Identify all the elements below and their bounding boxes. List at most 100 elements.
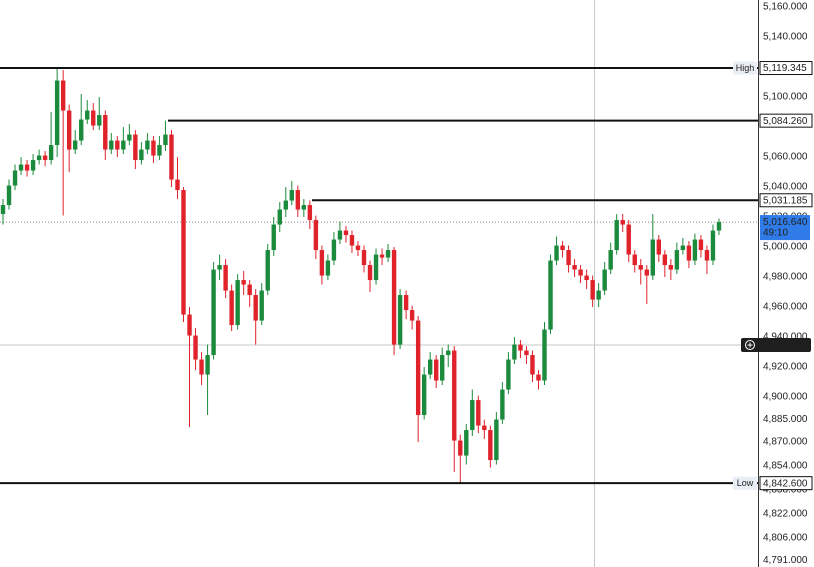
candle-body	[452, 350, 457, 441]
candle-body	[60, 80, 66, 111]
candle-body	[698, 239, 704, 251]
candle-body	[704, 250, 710, 261]
candle-body	[36, 155, 42, 161]
candle-body	[614, 220, 619, 251]
candle-body	[650, 239, 655, 276]
candle-body	[265, 250, 270, 291]
level-tag-box	[733, 476, 757, 490]
candle-body	[193, 335, 198, 360]
candle-body	[229, 290, 234, 326]
candle-body	[217, 265, 222, 270]
level-value-label: 4,842.600	[763, 478, 808, 489]
candle-body	[54, 80, 60, 146]
candle-body	[421, 374, 427, 416]
candle-body	[24, 164, 30, 171]
candle-body	[187, 314, 192, 336]
candle-body	[30, 160, 36, 171]
candle-body	[373, 254, 379, 281]
candle-body	[319, 250, 325, 276]
candle-body	[470, 400, 475, 431]
candle-body	[458, 440, 463, 456]
candle-body	[6, 185, 12, 206]
candle-body	[548, 260, 553, 330]
candle-body	[626, 224, 631, 255]
candle-body	[596, 290, 601, 300]
candle-body	[163, 134, 168, 146]
candle-body	[211, 269, 216, 356]
candle-body	[494, 419, 499, 461]
candle-body	[409, 310, 415, 321]
candle-body	[638, 265, 643, 270]
level-value-label: 5,031.185	[763, 195, 808, 206]
candle-body	[343, 230, 349, 236]
candle-body	[97, 115, 102, 126]
y-tick-label: 5,040.000	[763, 182, 808, 193]
candle-body	[554, 245, 559, 261]
crosshair-label: 4,934.661	[764, 340, 809, 351]
y-tick-label: 4,854.000	[763, 461, 808, 472]
level-value-box	[759, 476, 813, 491]
candle-body	[542, 329, 547, 381]
candle-body	[145, 140, 150, 150]
candle-body	[578, 269, 583, 276]
candle-body	[103, 115, 108, 150]
candle-body	[566, 250, 571, 266]
candle-body	[79, 119, 84, 141]
candle-body	[656, 239, 662, 255]
candle-body	[361, 250, 367, 266]
candle-body	[223, 265, 228, 291]
candle-body	[602, 269, 607, 291]
candle-body	[710, 230, 716, 261]
candle-body	[415, 320, 421, 416]
candle-body	[512, 344, 517, 360]
candle-body	[259, 290, 264, 321]
y-tick-label: 4,822.000	[763, 509, 808, 520]
candle-body	[133, 134, 138, 161]
candle-body	[139, 149, 144, 161]
candle-body	[355, 245, 361, 251]
y-tick-label: 4,960.000	[763, 302, 808, 313]
y-tick-label: 4,920.000	[763, 362, 808, 373]
candle-body	[506, 359, 511, 390]
candle-body	[277, 209, 282, 225]
candle-body	[397, 295, 403, 345]
last-price-label: 5,016.640	[763, 217, 808, 228]
level-value-box	[759, 193, 813, 208]
candle-body	[205, 355, 210, 375]
y-tick-label: 4,791.000	[763, 555, 808, 566]
candle-body	[109, 140, 114, 150]
candle-body	[584, 275, 589, 281]
candle-body	[247, 284, 252, 296]
candle-body	[476, 400, 481, 426]
candle-body	[0, 205, 6, 215]
y-tick-label: 5,160.000	[763, 2, 808, 13]
y-tick-label: 4,980.000	[763, 272, 808, 283]
candle-body	[427, 359, 433, 375]
y-tick-label: 4,806.000	[763, 533, 808, 544]
candle-body	[482, 425, 487, 431]
level-value-label: 5,119.345	[763, 63, 807, 74]
y-tick-label: 5,100.000	[763, 92, 808, 103]
level-tag: Low	[737, 478, 754, 488]
candle-body	[115, 140, 120, 150]
candle-body	[590, 280, 595, 300]
candle-body	[253, 295, 258, 321]
candle-body	[73, 140, 78, 150]
candle-body	[157, 145, 162, 156]
candle-body	[632, 254, 637, 266]
candle-body	[572, 265, 577, 270]
candle-body	[686, 245, 692, 261]
candle-body	[560, 245, 565, 251]
candle-body	[674, 250, 680, 270]
level-value-label: 5,084.260	[763, 116, 808, 127]
candle-body	[127, 134, 132, 141]
candle-body	[169, 134, 174, 180]
last-price-box	[760, 215, 810, 241]
candle-body	[12, 170, 18, 186]
candle-body	[66, 110, 72, 150]
candle-body	[283, 200, 288, 210]
candle-body	[91, 110, 96, 126]
candle-body	[241, 280, 246, 285]
